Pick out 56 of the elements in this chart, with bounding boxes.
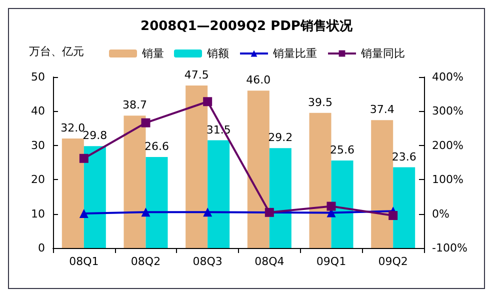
legend-label: 销量 (141, 47, 164, 60)
bar (124, 116, 146, 248)
y2-tick-label: 200% (432, 138, 464, 152)
bar (84, 146, 106, 248)
bar (393, 167, 416, 248)
point (79, 208, 88, 218)
y2-tick-label: 400% (432, 70, 464, 84)
point (203, 208, 212, 217)
bar (309, 112, 332, 248)
y-axis-title: 万台、亿元 (29, 45, 84, 58)
y-tick-label: 50 (31, 70, 45, 84)
bar (208, 140, 230, 248)
chart-title: 2008Q1—2009Q2 PDP销售状况 (140, 19, 354, 34)
bar (62, 138, 84, 248)
y-tick-label: 0 (38, 242, 45, 254)
data-label: 23.6 (392, 150, 416, 164)
data-label: 47.5 (184, 68, 209, 82)
point (141, 118, 150, 128)
data-label: 37.4 (370, 103, 394, 116)
data-label: 26.6 (144, 140, 169, 154)
y2-tick-label: 300% (432, 104, 464, 118)
bar (269, 148, 292, 248)
y-tick-label: 10 (31, 207, 45, 220)
x-tick-label: 08Q4 (254, 255, 284, 268)
y2-tick-label: 100% (432, 173, 464, 186)
bar (331, 160, 354, 248)
y-tick-label: 30 (31, 138, 45, 152)
data-label: 25.6 (330, 143, 354, 156)
point (141, 208, 150, 217)
data-label: 32.0 (60, 122, 86, 135)
data-label: 46.0 (246, 74, 271, 87)
legend-label: 销量同比 (360, 47, 405, 60)
data-label: 29.8 (82, 129, 108, 142)
legend-label: 销量比重 (272, 47, 317, 60)
point (79, 154, 88, 163)
x-tick-label: 08Q1 (69, 255, 99, 268)
bar (146, 157, 168, 248)
bar (186, 86, 208, 248)
legend-label: 销额 (206, 47, 229, 60)
point (326, 202, 336, 211)
x-tick-label: 08Q2 (130, 255, 161, 268)
data-label: 29.2 (268, 131, 293, 144)
x-tick-label: 09Q2 (378, 255, 408, 268)
y-tick-label: 40 (31, 104, 45, 118)
point (203, 97, 212, 106)
bar (247, 90, 270, 248)
bar (371, 120, 394, 248)
point (264, 208, 274, 217)
x-tick-label: 09Q1 (316, 255, 346, 268)
data-label: 39.5 (308, 96, 332, 109)
y2-tick-label: 0% (432, 207, 450, 220)
y2-tick-label: -100% (432, 242, 468, 254)
y-tick-label: 20 (31, 173, 45, 186)
point (388, 211, 398, 220)
x-tick-label: 08Q3 (192, 255, 222, 268)
data-label: 38.7 (122, 98, 147, 112)
